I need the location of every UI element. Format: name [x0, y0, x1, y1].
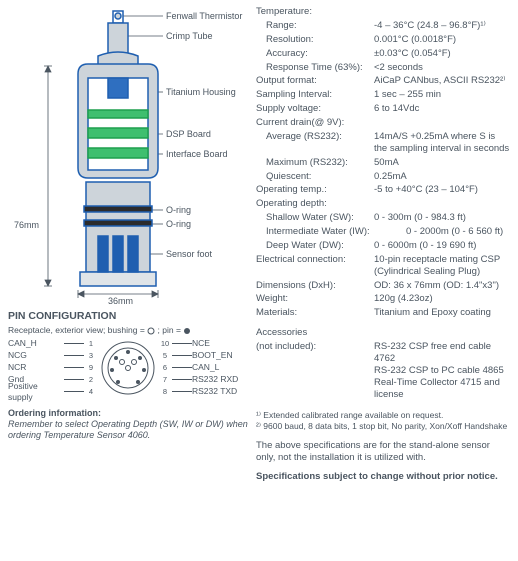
spec-supply-l: Supply voltage:	[256, 103, 374, 115]
spec-drainq-v: 0.25mA	[374, 171, 510, 183]
footnote-1: ¹⁾ Extended calibrated range available o…	[256, 410, 510, 421]
spec-range-l: Range:	[256, 20, 374, 32]
dim-height: 76mm	[14, 220, 39, 231]
spec-mat-l: Materials:	[256, 307, 374, 319]
pin-name: CAN_L	[192, 362, 219, 373]
pin-left-2: NCR	[8, 362, 64, 374]
pin-name: RS232 TXD	[192, 386, 237, 397]
pin-num: 7	[160, 375, 170, 384]
spec-weight-l: Weight:	[256, 293, 374, 305]
pin-grid: CAN_H NCG NCR Gnd Positive supply 1 3 9 …	[8, 338, 248, 398]
closing-notice: Specifications subject to change without…	[256, 471, 510, 483]
label-crimp: Crimp Tube	[166, 31, 213, 42]
spec-supply-v: 6 to 14Vdc	[374, 103, 510, 115]
spec-dw-l: Deep Water (DW):	[256, 240, 374, 252]
pin-name: NCE	[192, 338, 210, 349]
spec-elec-l: Electrical connection:	[256, 254, 374, 278]
ordering-body: Remember to select Operating Depth (SW, …	[8, 419, 248, 442]
closing-body: The above specifications are for the sta…	[256, 440, 510, 464]
pin-right-4: RS232 TXD	[192, 386, 248, 398]
spec-res-v: 0.001°C (0.0018°F)	[374, 34, 510, 46]
label-oring1: O-ring	[166, 205, 191, 216]
spec-drainmax-v: 50mA	[374, 157, 510, 169]
pin-name: NCR	[8, 362, 26, 373]
spec-optemp-l: Operating temp.:	[256, 184, 374, 196]
pin-name: BOOT_EN	[192, 350, 233, 361]
label-dsp: DSP Board	[166, 129, 211, 140]
pin-right-1: BOOT_EN	[192, 350, 248, 362]
label-thermistor: Fenwall Thermistor	[166, 11, 242, 22]
label-housing: Titanium Housing	[166, 87, 236, 98]
pin-num: 1	[86, 339, 96, 348]
ordering-head: Ordering information:	[8, 408, 248, 419]
dim-width: 36mm	[108, 296, 133, 307]
pin-num: 2	[86, 375, 96, 384]
spec-drainmax-l: Maximum (RS232):	[256, 157, 374, 169]
pin-num: 10	[160, 339, 170, 348]
pin-name: RS232 RXD	[192, 374, 238, 385]
label-sensor-foot: Sensor foot	[166, 249, 212, 260]
pin-left-4: Positive supply	[8, 386, 64, 398]
label-oring2: O-ring	[166, 219, 191, 230]
pin-right-3: RS232 RXD	[192, 374, 248, 386]
pin-note-text: Receptacle, exterior view; bushing =	[8, 325, 147, 335]
pin-num: 8	[160, 387, 170, 396]
spec-acc-l1: Accessories	[256, 327, 374, 339]
ordering-info: Ordering information: Remember to select…	[8, 408, 248, 442]
pin-num: 4	[86, 387, 96, 396]
spec-drainavg-v: 14mA/S +0.25mA where S is the sampling i…	[374, 131, 510, 155]
spec-drainq-l: Quiescent:	[256, 171, 374, 183]
spec-weight-v: 120g (4.23oz)	[374, 293, 510, 305]
pin-name: Positive supply	[8, 381, 64, 402]
pin-num: 6	[160, 363, 170, 372]
pin-right-2: CAN_L	[192, 362, 248, 374]
spec-output-v: AiCaP CANbus, ASCII RS232²⁾	[374, 75, 510, 87]
spec-drainavg-l: Average (RS232):	[256, 131, 374, 155]
spec-resp-l: Response Time (63%):	[256, 62, 374, 74]
spec-resp-v: <2 seconds	[374, 62, 510, 74]
spec-dim-v: OD: 36 x 76mm (OD: 1.4"x3")	[374, 280, 510, 292]
pin-right-0: NCE	[192, 338, 248, 350]
spec-acc-l: Accuracy:	[256, 48, 374, 60]
spec-dw-v: 0 - 6000m (0 - 19 690 ft)	[374, 240, 510, 252]
pin-num: 5	[160, 351, 170, 360]
spec-sw-l: Shallow Water (SW):	[256, 212, 374, 224]
spec-samp-v: 1 sec – 255 min	[374, 89, 510, 101]
spec-acc-v: RS-232 CSP free end cable 4762 RS-232 CS…	[374, 341, 510, 400]
spec-opdepth-head: Operating depth:	[256, 198, 374, 210]
pin-num: 3	[86, 351, 96, 360]
spec-iw-v: 0 - 2000m (0 - 6 560 ft)	[406, 226, 510, 238]
sensor-diagram: Fenwall Thermistor Crimp Tube Titanium H…	[8, 6, 248, 306]
spec-samp-l: Sampling Interval:	[256, 89, 374, 101]
spec-sw-v: 0 - 300m (0 - 984.3 ft)	[374, 212, 510, 224]
footnote-2: ²⁾ 9600 baud, 8 data bits, 1 stop bit, N…	[256, 421, 510, 432]
pin-receptacle-icon	[98, 338, 158, 398]
label-interface: Interface Board	[166, 149, 228, 160]
spec-dim-l: Dimensions (DxH):	[256, 280, 374, 292]
spec-drain-head: Current drain(@ 9V):	[256, 117, 374, 129]
pin-config-note: Receptacle, exterior view; bushing = ; p…	[8, 325, 248, 336]
pin-name: NCG	[8, 350, 27, 361]
spec-acc-l2: (not included):	[256, 341, 374, 400]
pin-left-0: CAN_H	[8, 338, 64, 350]
spec-acc-v: ±0.03°C (0.054°F)	[374, 48, 510, 60]
pin-note-pin: pin =	[162, 325, 183, 335]
pin-name: CAN_H	[8, 338, 37, 349]
pin-left-1: NCG	[8, 350, 64, 362]
spec-range-v: -4 – 36°C (24.8 – 96.8°F)¹⁾	[374, 20, 510, 32]
spec-temp-head: Temperature:	[256, 6, 374, 18]
spec-res-l: Resolution:	[256, 34, 374, 46]
spec-iw-l: Intermediate Water (IW):	[256, 226, 406, 238]
pin-num: 9	[86, 363, 96, 372]
pin-config-heading: PIN CONFIGURATION	[8, 310, 248, 323]
spec-output-l: Output format:	[256, 75, 374, 87]
spec-optemp-v: -5 to +40°C (23 – 104°F)	[374, 184, 510, 196]
spec-elec-v: 10-pin receptacle mating CSP (Cylindrica…	[374, 254, 510, 278]
spec-mat-v: Titanium and Epoxy coating	[374, 307, 510, 319]
